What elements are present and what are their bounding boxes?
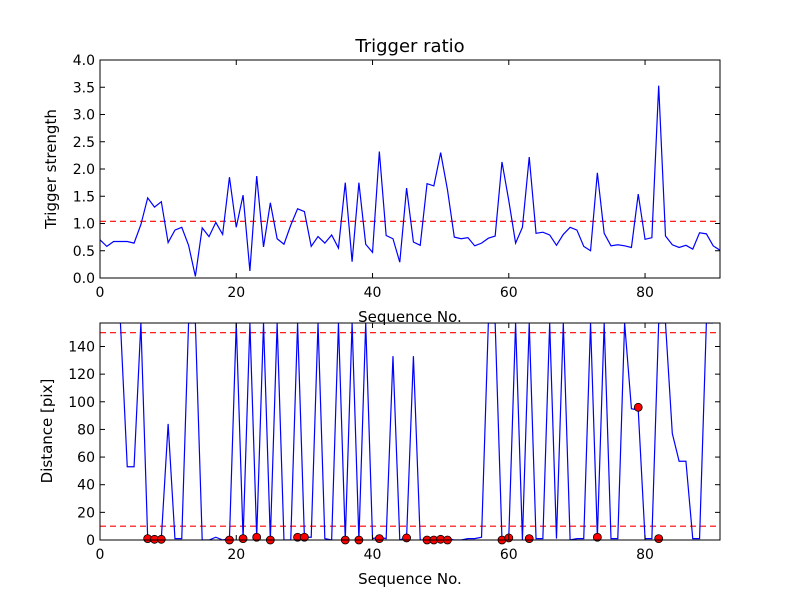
y-tick-label: 60: [77, 450, 95, 466]
y-tick-label: 100: [68, 395, 95, 411]
y-tick-label: 40: [77, 478, 95, 494]
data-point: [633, 402, 643, 412]
x-axis-label: Sequence No.: [358, 570, 462, 588]
data-point: [156, 534, 166, 544]
chart-title: Trigger ratio: [354, 36, 464, 57]
data-point: [402, 533, 411, 543]
y-tick-label: 1.0: [73, 217, 95, 233]
x-axis-label: Sequence No.: [358, 308, 462, 326]
x-tick-label: 0: [96, 547, 105, 563]
data-point: [374, 534, 384, 544]
x-tick-label: 0: [96, 285, 105, 301]
y-tick-label: 4.0: [73, 53, 95, 69]
y-tick-label: 2.0: [73, 162, 95, 178]
data-point: [252, 532, 262, 542]
axes-frame: [99, 322, 721, 541]
plot-area: [100, 323, 720, 540]
y-tick-label: 3.0: [73, 108, 95, 124]
x-tick-label: 80: [636, 285, 654, 301]
y-tick-label: 120: [68, 367, 95, 383]
data-point: [524, 534, 534, 544]
x-tick-label: 40: [364, 547, 382, 563]
x-tick-label: 40: [364, 285, 382, 301]
x-tick-label: 20: [227, 547, 245, 563]
data-point: [654, 534, 664, 544]
x-tick-label: 20: [227, 285, 245, 301]
y-tick-label: 0.0: [73, 271, 95, 287]
series-line: [100, 85, 720, 277]
y-tick-label: 20: [77, 505, 95, 521]
axes-frame: [99, 59, 721, 279]
series-line: [119, 323, 714, 540]
y-tick-label: 3.5: [73, 80, 95, 96]
y-tick-label: 80: [77, 422, 95, 438]
y-axis-label: Trigger strength: [42, 109, 60, 230]
data-point: [592, 532, 602, 542]
y-tick-label: 0: [86, 533, 95, 549]
x-tick-label: 60: [500, 285, 518, 301]
data-point: [299, 532, 309, 542]
x-tick-label: 60: [500, 547, 518, 563]
distance-axes: Sequence No. Distance [pix] 0 20 40 60 80 0 20…: [38, 322, 721, 588]
y-tick-label: 140: [68, 339, 95, 355]
x-tick-label: 80: [636, 547, 654, 563]
y-tick-label: 2.5: [73, 135, 95, 151]
y-axis-label: Distance [pix]: [38, 379, 56, 484]
y-tick-label: 1.5: [73, 189, 95, 205]
trigger-ratio-axes: Trigger ratio Sequence No. Trigger stren…: [42, 36, 721, 326]
y-tick-label: 0.5: [73, 244, 95, 260]
plot-area: [100, 85, 720, 277]
data-point: [238, 534, 248, 544]
